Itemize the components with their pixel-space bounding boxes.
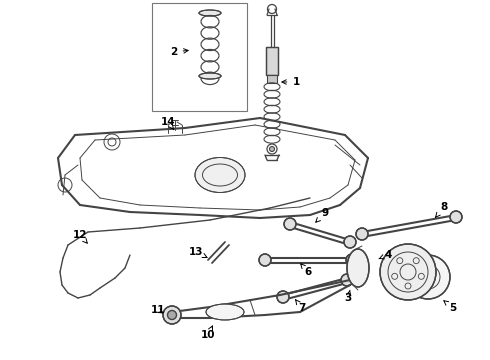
- Circle shape: [346, 254, 358, 266]
- Text: 6: 6: [301, 264, 312, 277]
- Circle shape: [341, 274, 353, 286]
- Circle shape: [450, 211, 462, 223]
- Text: 2: 2: [171, 47, 188, 57]
- Text: 4: 4: [379, 250, 392, 260]
- Ellipse shape: [195, 158, 245, 193]
- Text: 11: 11: [151, 305, 165, 315]
- Ellipse shape: [206, 304, 244, 320]
- Text: 10: 10: [201, 326, 215, 340]
- Circle shape: [380, 244, 436, 300]
- Bar: [266, 47, 278, 75]
- Text: 3: 3: [344, 290, 352, 303]
- Circle shape: [259, 254, 271, 266]
- Text: 5: 5: [444, 301, 457, 313]
- Text: 8: 8: [436, 202, 448, 217]
- Text: 14: 14: [161, 117, 175, 130]
- Bar: [267, 75, 277, 83]
- Circle shape: [344, 236, 356, 248]
- Circle shape: [356, 228, 368, 240]
- Circle shape: [284, 218, 296, 230]
- Ellipse shape: [199, 73, 221, 79]
- Circle shape: [270, 147, 274, 152]
- Text: 7: 7: [295, 300, 306, 313]
- Circle shape: [406, 255, 450, 299]
- Ellipse shape: [199, 10, 221, 16]
- Circle shape: [163, 306, 181, 324]
- Bar: [152, 3, 247, 111]
- Text: 13: 13: [189, 247, 207, 257]
- Text: 12: 12: [73, 230, 87, 243]
- Text: 9: 9: [316, 208, 329, 222]
- Circle shape: [277, 291, 289, 303]
- Ellipse shape: [347, 249, 369, 287]
- Circle shape: [168, 310, 176, 320]
- Text: 1: 1: [282, 77, 299, 87]
- Bar: [266, 47, 278, 75]
